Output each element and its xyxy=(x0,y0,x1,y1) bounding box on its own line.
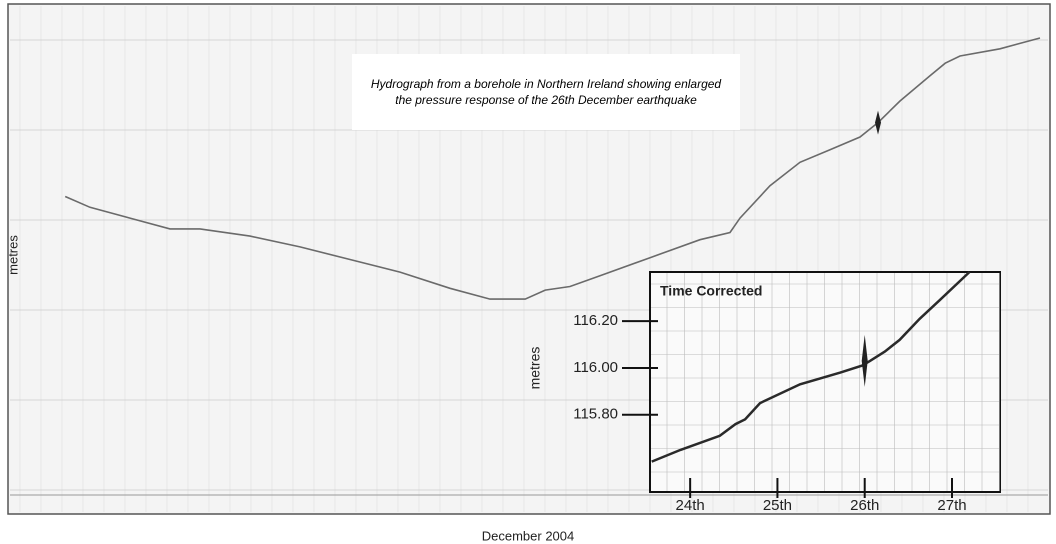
x-tick-label: 26th xyxy=(850,497,879,514)
seismic-spike xyxy=(861,334,868,387)
inset-grid xyxy=(651,273,1000,491)
y-tick-label: 115.80 xyxy=(573,406,618,423)
inset-y-axis-label: metres xyxy=(527,347,543,390)
inset-title: Time Corrected xyxy=(660,283,762,299)
annotation: Hydrograph from a borehole in Northern I… xyxy=(352,54,740,130)
inset-frame xyxy=(649,271,1001,493)
x-axis-label: December 2004 xyxy=(482,528,575,543)
y-tick-label: 116.20 xyxy=(573,312,618,329)
y-tick-label: 116.00 xyxy=(573,359,618,376)
y-axis-label: metres xyxy=(5,235,20,275)
data-line xyxy=(651,271,971,463)
x-tick-label: 25th xyxy=(763,497,792,514)
x-tick-label: 24th xyxy=(676,497,705,514)
x-tick-label: 27th xyxy=(937,497,966,514)
seismic-spike xyxy=(875,110,881,135)
data-line xyxy=(64,37,1041,300)
